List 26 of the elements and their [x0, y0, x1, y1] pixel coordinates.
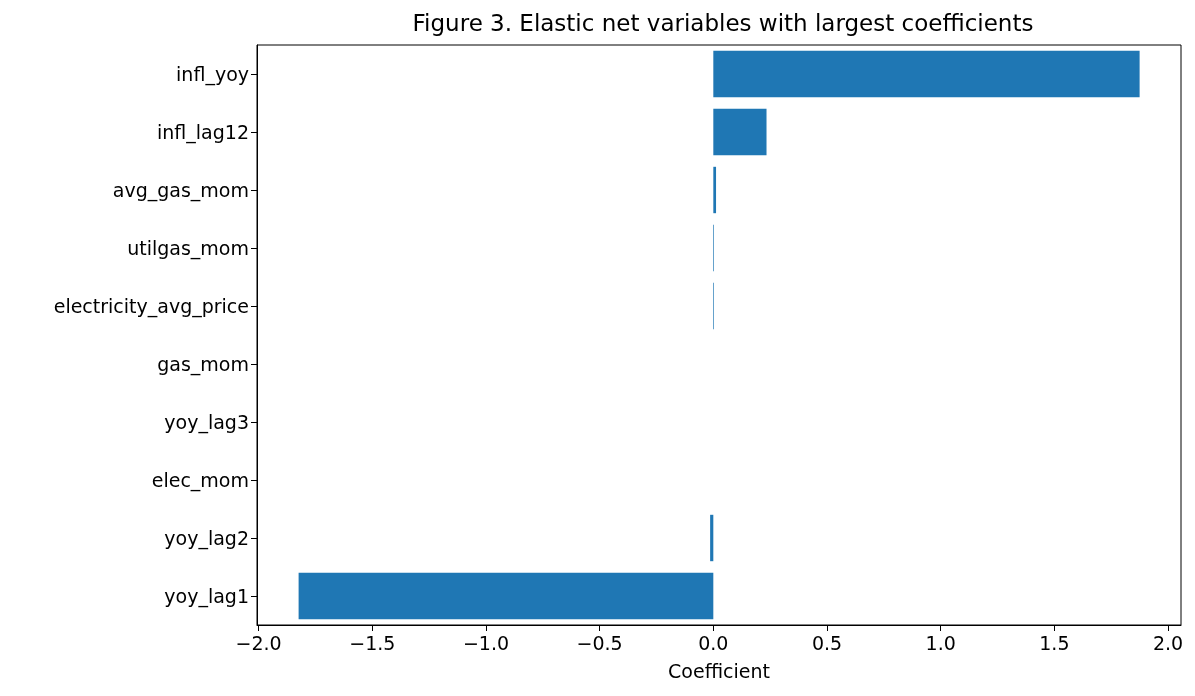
- y-tick-label: avg_gas_mom: [112, 179, 249, 202]
- y-tick-label: infl_lag12: [157, 121, 249, 144]
- x-tick-label: 0.0: [698, 631, 729, 654]
- bar: [298, 572, 714, 620]
- bar: [710, 514, 714, 562]
- bar: [713, 166, 717, 214]
- y-tick-label: electricity_avg_price: [53, 295, 249, 318]
- y-tick-label: yoy_lag2: [164, 527, 249, 550]
- y-tick-label: elec_mom: [151, 469, 249, 492]
- x-tick-label: 2.0: [1152, 631, 1184, 654]
- x-tick-label: −1.0: [462, 631, 510, 654]
- x-tick-label: 1.5: [1039, 631, 1070, 654]
- y-tick-label: utilgas_mom: [127, 237, 249, 260]
- x-tick-label: 0.5: [811, 631, 843, 654]
- y-tick-label: yoy_lag3: [164, 411, 249, 434]
- y-tick-label: yoy_lag1: [164, 585, 249, 608]
- y-tick-label: infl_yoy: [176, 63, 249, 86]
- x-tick-label: −2.0: [235, 631, 282, 654]
- x-tick-label: 1.0: [925, 631, 956, 654]
- y-tick-label: gas_mom: [157, 353, 249, 376]
- x-axis-title: Coefficient: [668, 659, 770, 682]
- bar: [713, 50, 1140, 98]
- x-tick-label: −0.5: [576, 631, 623, 654]
- bar: [713, 108, 767, 156]
- x-tick-label: −1.5: [349, 631, 396, 654]
- chart-title: Figure 3. Elastic net variables with largest coefficients: [412, 9, 1034, 36]
